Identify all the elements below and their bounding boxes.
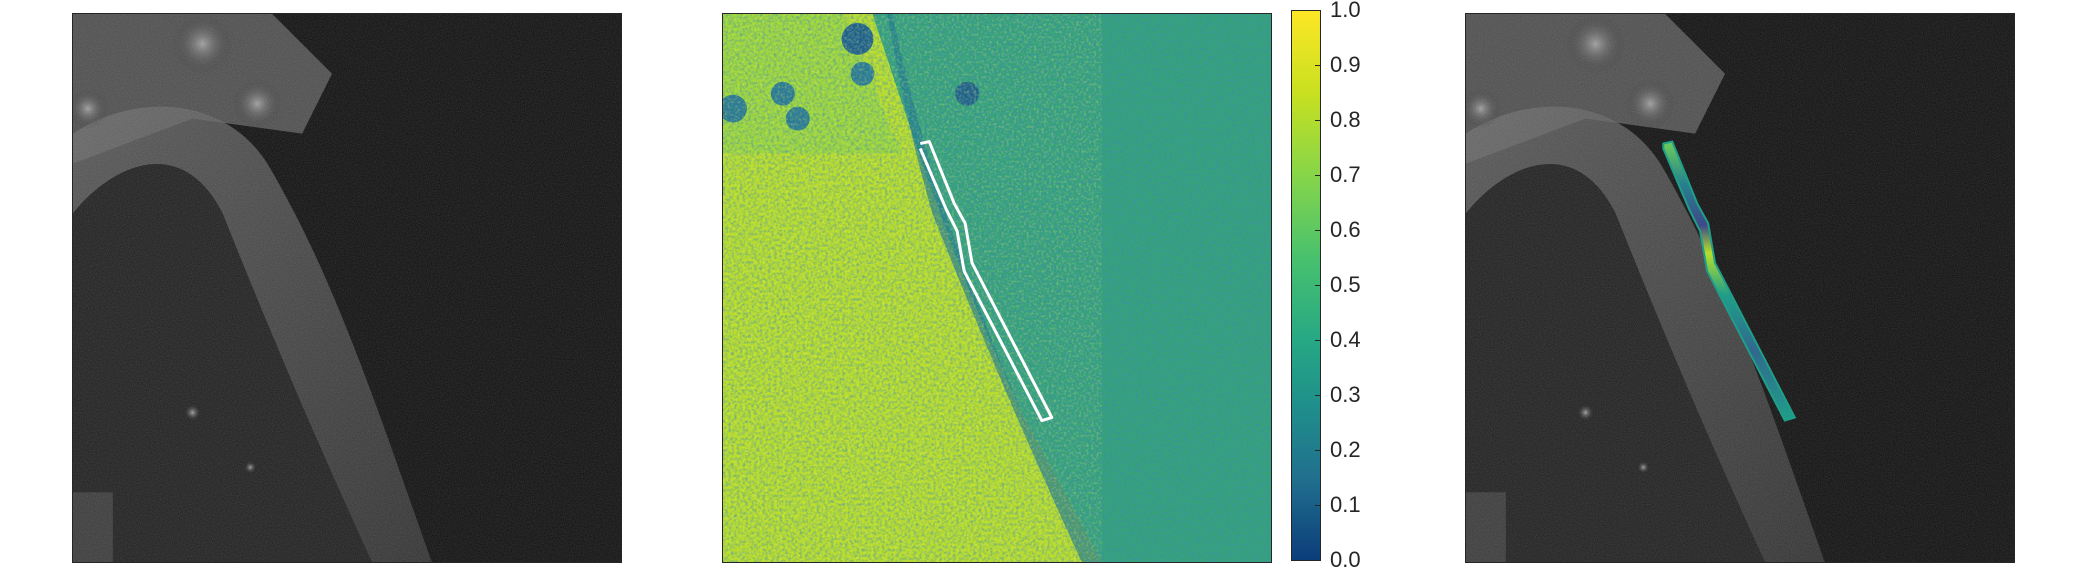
colorbar-tick-mark xyxy=(1315,340,1321,341)
colorbar-tick-mark xyxy=(1315,395,1321,396)
colorbar-tick-mark xyxy=(1315,560,1321,561)
colorbar-tick-mark xyxy=(1315,285,1321,286)
colorbar-tick-mark xyxy=(1315,120,1321,121)
colorbar-tick-label: 0.1 xyxy=(1330,492,1361,517)
colorbar-tick-mark xyxy=(1315,65,1321,66)
colorbar-tick-mark xyxy=(1315,505,1321,506)
ratio-map-panel xyxy=(722,13,1272,563)
colorbar-tick-label: 0.5 xyxy=(1330,272,1361,297)
colorbar-tick-label: 0.4 xyxy=(1330,327,1361,352)
colorbar-tick-label: 0.9 xyxy=(1330,52,1361,77)
colorbar-tick-label: 0.7 xyxy=(1330,162,1361,187)
colorbar-tick-label: 0.0 xyxy=(1330,547,1361,572)
colorbar-tick-label: 0.8 xyxy=(1330,107,1361,132)
overlay-micrograph xyxy=(1466,14,2014,562)
false-color-map xyxy=(723,14,1271,562)
overlay-image-panel xyxy=(1465,13,2015,563)
colorbar-tick-label: 1.0 xyxy=(1330,0,1361,22)
colorbar-tick-label: 0.6 xyxy=(1330,217,1361,242)
colorbar-tick-label: 0.2 xyxy=(1330,437,1361,462)
grayscale-image-panel xyxy=(72,13,622,563)
colorbar-tick-mark xyxy=(1315,450,1321,451)
roi-overlay xyxy=(1662,140,1797,422)
colorbar-tick-label: 0.3 xyxy=(1330,382,1361,407)
colorbar-tick-mark xyxy=(1315,10,1321,11)
roi-outline xyxy=(918,140,1054,423)
colorbar-tick-mark xyxy=(1315,230,1321,231)
colorbar-tick-mark xyxy=(1315,175,1321,176)
grayscale-micrograph xyxy=(73,14,621,562)
